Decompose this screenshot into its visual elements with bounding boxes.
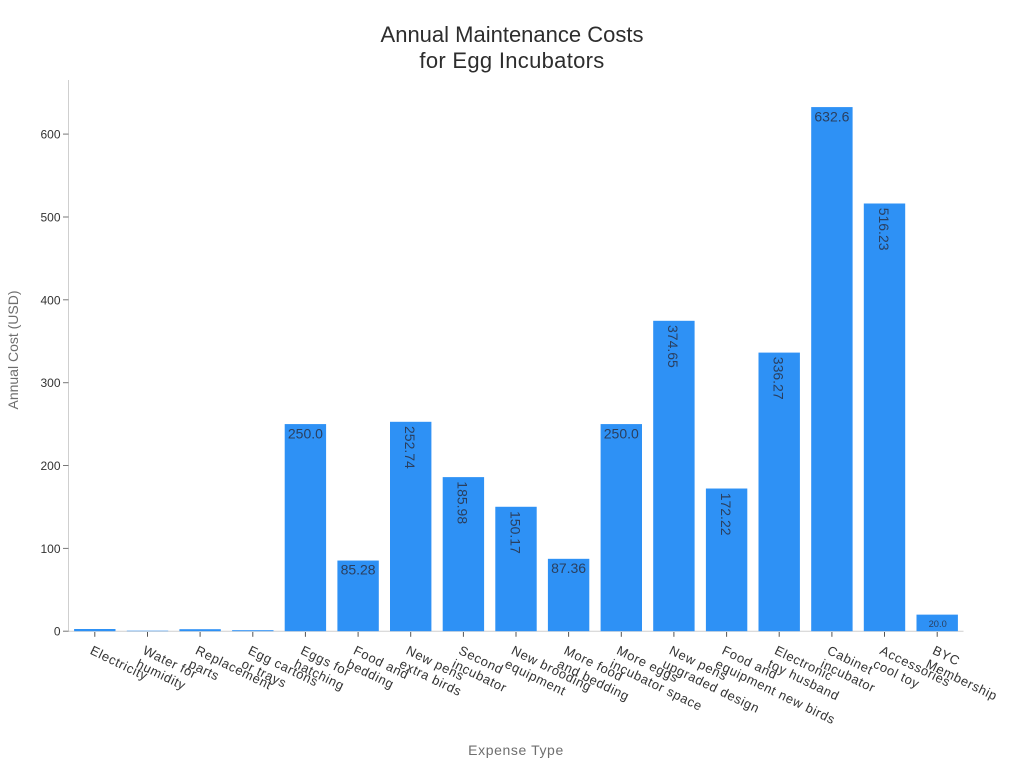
svg-text:100: 100 (40, 542, 60, 556)
svg-text:Annual Maintenance Costs: Annual Maintenance Costs (381, 22, 644, 47)
svg-text:Annual Cost (USD): Annual Cost (USD) (5, 290, 21, 409)
svg-text:for Egg Incubators: for Egg Incubators (419, 48, 604, 73)
svg-text:85.28: 85.28 (341, 562, 376, 578)
svg-text:252.74: 252.74 (402, 426, 418, 469)
svg-text:250.0: 250.0 (604, 425, 639, 441)
svg-text:250.0: 250.0 (288, 425, 323, 441)
svg-text:500: 500 (40, 211, 60, 225)
svg-text:150.17: 150.17 (507, 511, 523, 554)
svg-text:600: 600 (40, 128, 60, 142)
svg-text:87.36: 87.36 (551, 560, 586, 576)
svg-text:336.27: 336.27 (771, 357, 787, 400)
svg-text:0: 0 (54, 625, 61, 639)
svg-text:20.0: 20.0 (929, 619, 947, 629)
svg-text:400: 400 (40, 293, 60, 307)
svg-text:300: 300 (40, 376, 60, 390)
svg-text:200: 200 (40, 459, 60, 473)
svg-text:172.22: 172.22 (718, 493, 734, 536)
svg-text:632.6: 632.6 (814, 108, 849, 124)
svg-text:185.98: 185.98 (455, 481, 471, 524)
svg-text:Expense Type: Expense Type (468, 742, 564, 758)
svg-text:516.23: 516.23 (876, 208, 892, 251)
svg-text:374.65: 374.65 (665, 325, 681, 368)
